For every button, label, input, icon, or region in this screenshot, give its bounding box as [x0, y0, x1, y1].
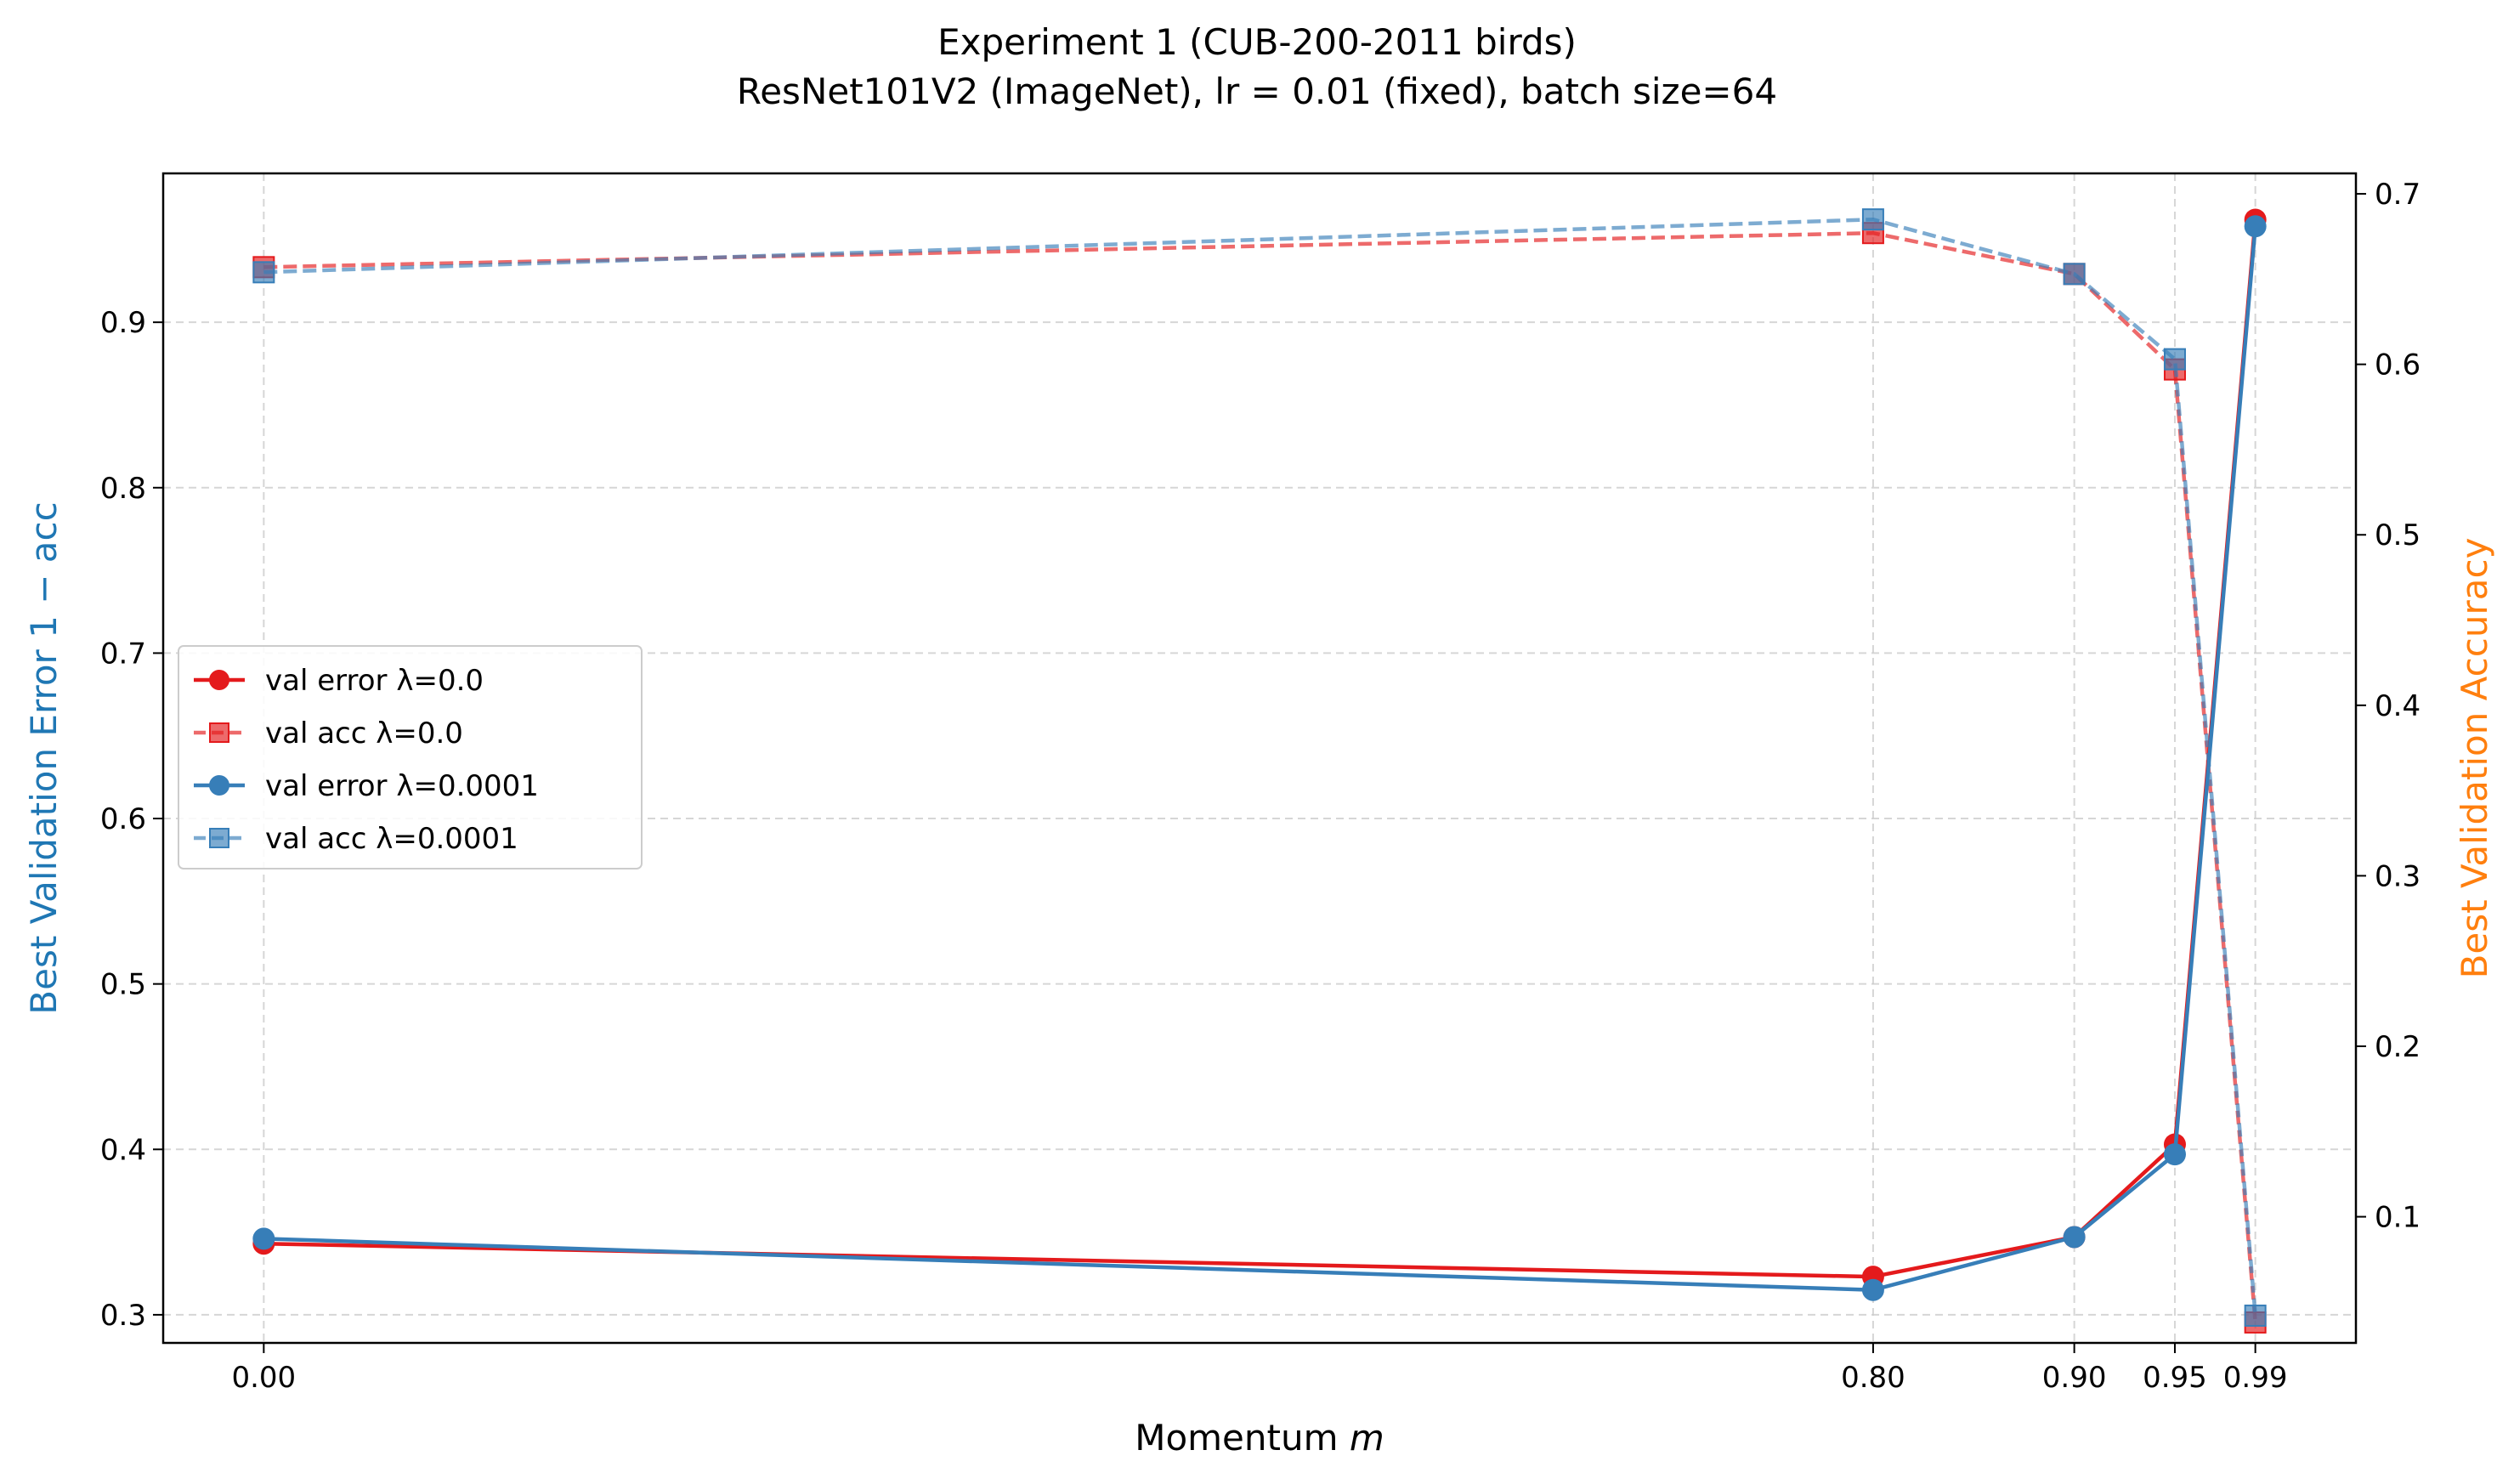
- y-left-tick-label: 0.6: [100, 802, 146, 836]
- x-tick-label: 0.90: [2042, 1361, 2107, 1395]
- legend-item: val error λ=0.0: [194, 664, 484, 698]
- legend-marker: [209, 828, 229, 848]
- legend-item: val error λ=0.0001: [194, 769, 539, 803]
- y-left-tick-label: 0.8: [100, 472, 146, 506]
- y-right-tick-label: 0.7: [2375, 178, 2421, 212]
- y-axis-left-label: Best Validation Error 1 − acc: [23, 501, 65, 1014]
- legend-marker: [209, 722, 229, 743]
- legend-label: val error λ=0.0001: [265, 769, 539, 803]
- data-point: [2063, 263, 2086, 286]
- chart-title: Experiment 1 (CUB-200-2011 birds): [937, 21, 1577, 63]
- x-tick-label: 0.95: [2143, 1361, 2207, 1395]
- x-axis-label: Momentum m: [1135, 1417, 1384, 1459]
- chart-subtitle: ResNet101V2 (ImageNet), lr = 0.01 (fixed…: [737, 71, 1777, 112]
- legend-label: val acc λ=0.0: [265, 717, 463, 750]
- legend-marker: [209, 670, 229, 690]
- series-layer: [252, 208, 2267, 1334]
- legend-item: val acc λ=0.0: [194, 717, 463, 750]
- x-axis-label-text: Momentum: [1135, 1417, 1350, 1459]
- data-point: [2163, 348, 2186, 371]
- data-point: [1861, 208, 1884, 231]
- data-point: [252, 1227, 275, 1250]
- x-tick-label: 0.00: [231, 1361, 296, 1395]
- data-point: [2244, 215, 2267, 238]
- y-right-tick-label: 0.4: [2375, 689, 2421, 723]
- data-point: [252, 261, 275, 284]
- data-point: [2244, 1304, 2267, 1327]
- legend-label: val error λ=0.0: [265, 664, 484, 698]
- y-left-tick-label: 0.7: [100, 637, 146, 671]
- data-point: [2063, 1226, 2086, 1249]
- x-tick-label: 0.99: [2223, 1361, 2288, 1395]
- y-right-tick-label: 0.6: [2375, 348, 2421, 382]
- legend-marker: [209, 775, 229, 796]
- legend-frame: [178, 645, 643, 869]
- y-right-tick-label: 0.5: [2375, 518, 2421, 552]
- y-axis-right-label: Best Validation Accuracy: [2454, 538, 2495, 979]
- legend-item: val acc λ=0.0001: [194, 822, 518, 856]
- legend-items: val error λ=0.0 val acc λ=0.0 val error λ=…: [194, 664, 539, 856]
- y-right-tick-label: 0.2: [2375, 1030, 2421, 1064]
- data-point: [2163, 1143, 2186, 1166]
- plot-frame: [161, 172, 2358, 1345]
- legend: val error λ=0.0 val acc λ=0.0 val error λ=…: [178, 645, 643, 869]
- y-left-tick-label: 0.9: [100, 306, 146, 340]
- series-4: [252, 208, 2267, 1327]
- ticks: 0.00 0.80 0.90 0.95 0.99 0.3 0.4 0.5 0.6 0.7 0.8 0.…: [100, 178, 2421, 1395]
- x-axis-label-var: m: [1350, 1417, 1384, 1459]
- y-right-tick-label: 0.1: [2375, 1201, 2421, 1235]
- x-tick-label: 0.80: [1841, 1361, 1905, 1395]
- data-point: [1861, 1278, 1884, 1301]
- y-left-tick-label: 0.4: [100, 1133, 146, 1167]
- y-left-tick-label: 0.3: [100, 1299, 146, 1333]
- series-3: [252, 215, 2267, 1301]
- legend-label: val acc λ=0.0001: [265, 822, 518, 856]
- y-right-tick-label: 0.3: [2375, 859, 2421, 893]
- y-left-tick-label: 0.5: [100, 968, 146, 1002]
